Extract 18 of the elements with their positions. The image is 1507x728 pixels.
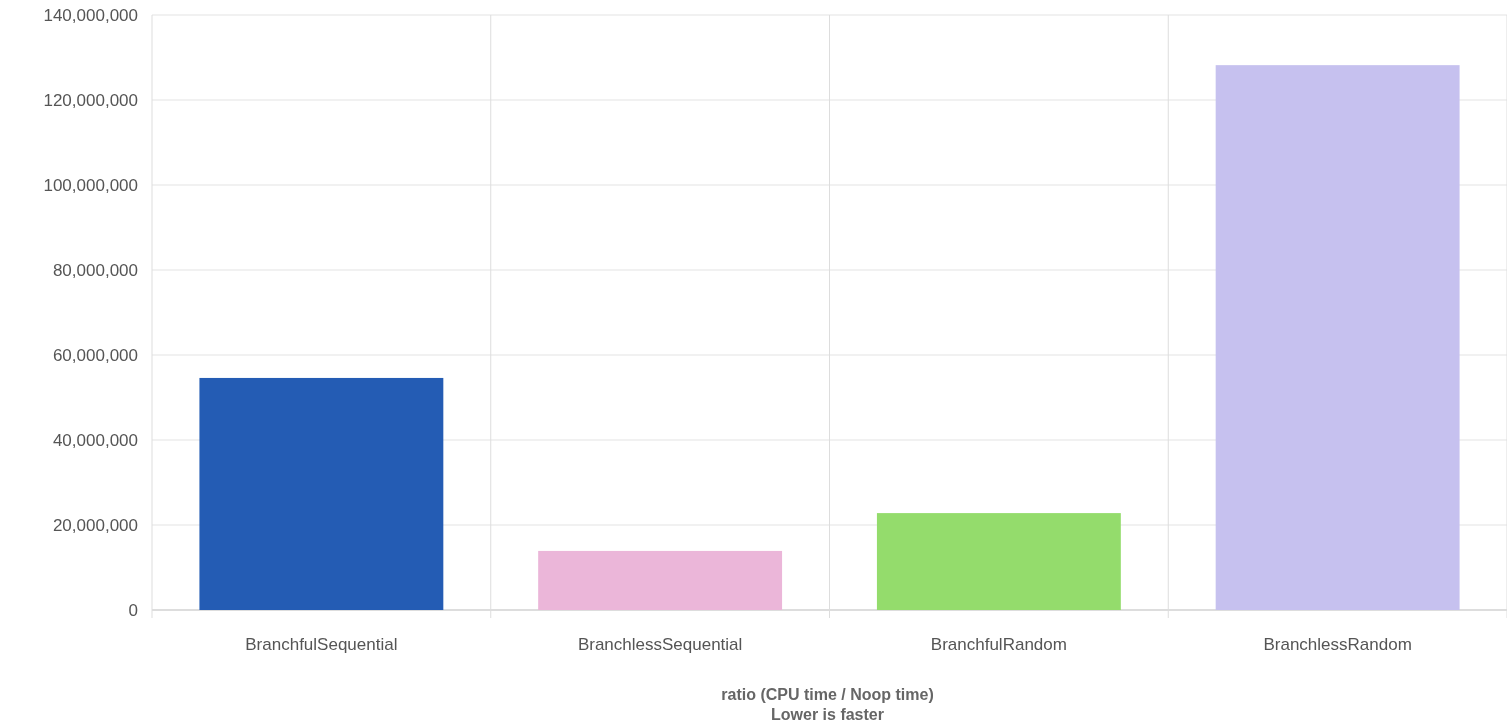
y-tick-label: 40,000,000: [52, 430, 138, 450]
bar: [199, 377, 444, 610]
x-tick-label: BranchfulSequential: [245, 635, 398, 654]
y-tick-label: 0: [128, 600, 138, 620]
y-tick-label: 120,000,000: [43, 90, 138, 110]
y-tick-label: 20,000,000: [52, 515, 138, 535]
text: Lower is faster: [771, 706, 884, 723]
x-tick-label: BranchlessRandom: [1263, 635, 1412, 654]
x-tick-label: BranchlessSequential: [577, 635, 743, 654]
bar: [876, 513, 1121, 610]
bar: [1215, 65, 1460, 610]
x-tick-label: BranchfulRandom: [930, 635, 1067, 654]
y-tick-label: 140,000,000: [43, 5, 138, 25]
x-axis-title: ratio (CPU time / Noop time): [721, 686, 934, 703]
y-tick-label: 60,000,000: [52, 345, 138, 365]
y-tick-label: 100,000,000: [43, 175, 138, 195]
bar: [538, 550, 783, 610]
y-tick-label: 80,000,000: [52, 260, 138, 280]
